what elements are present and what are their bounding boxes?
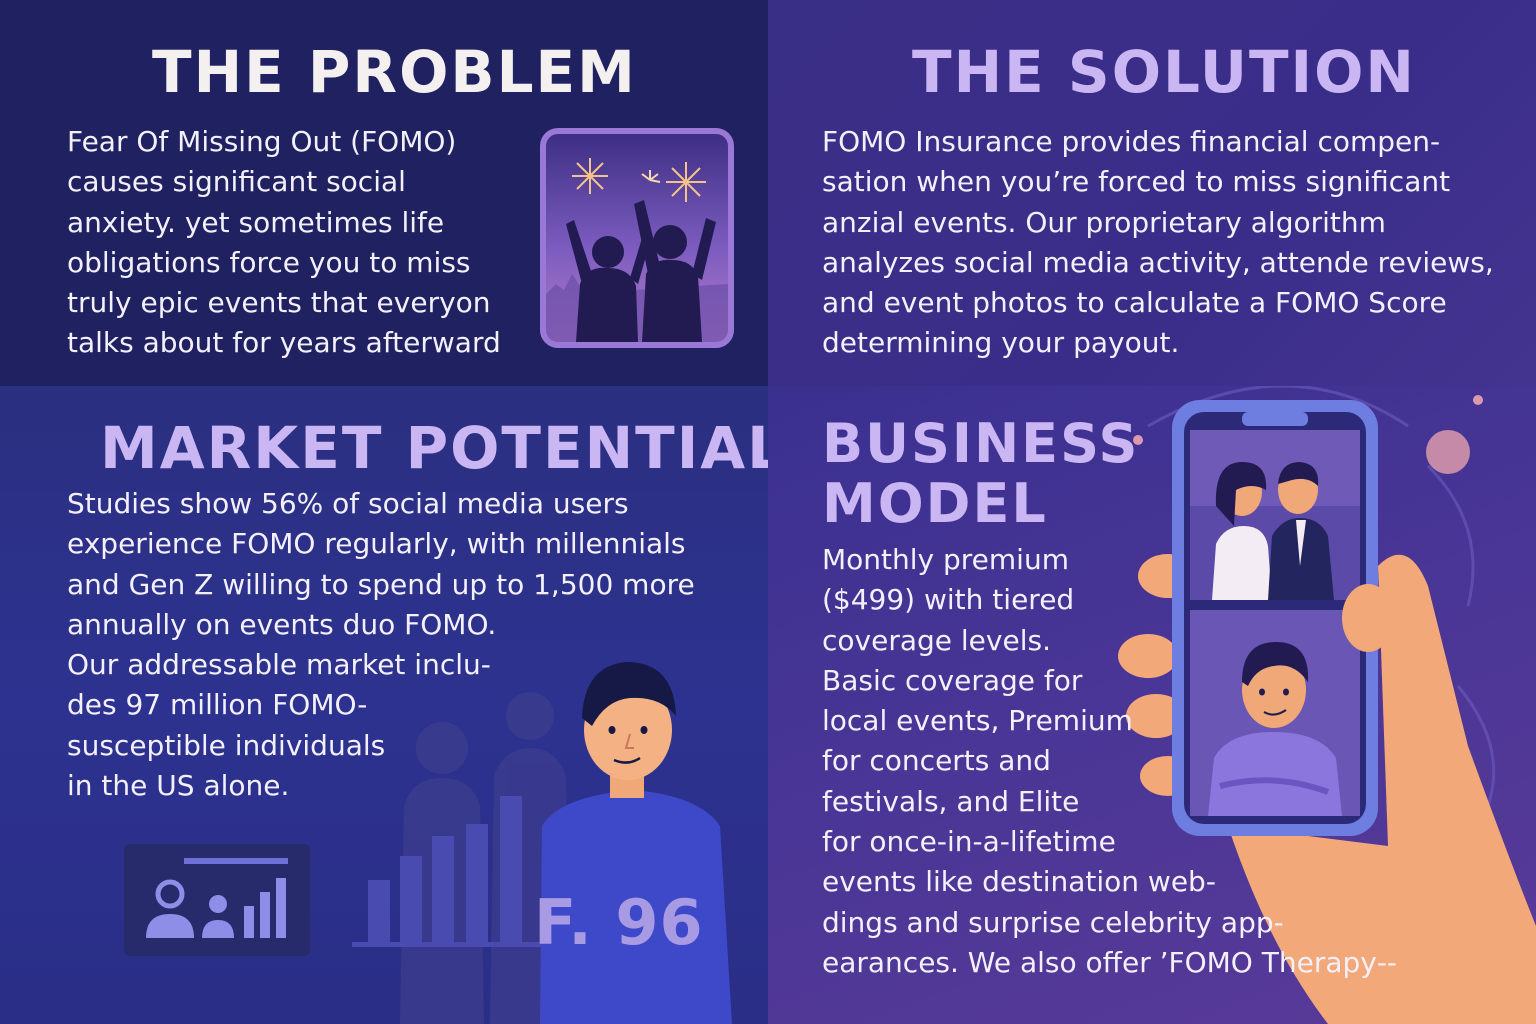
solution-line: anzial events. Our proprietary algorithm [822, 205, 1386, 239]
business-heading-line2: MODEL [822, 472, 1048, 535]
solution-line: and event photos to calculate a FOMO Sco… [822, 286, 1447, 320]
market-line: des 97 million FOMO- [67, 688, 368, 722]
problem-line: causes significant social [67, 165, 406, 199]
business-line: Monthly premium [822, 543, 1069, 576]
problem-line: truly epic events that everyon [67, 286, 491, 320]
market-line: and Gen Z willing to spend up to 1,500 m… [67, 567, 695, 601]
problem-line: anxiety. yet sometimes life [67, 205, 445, 239]
business-line: ($499) with tiered [822, 583, 1075, 617]
celebrating-people-illustration [546, 158, 728, 342]
market-section: MARKET POTENTIAL Studies show 56% of soc… [0, 386, 768, 1024]
business-line: local events, Premium [822, 704, 1133, 738]
couple-photo [1212, 462, 1334, 600]
business-heading-line1: BUSINESS [822, 412, 1140, 475]
bar-chart-icon [352, 796, 542, 947]
market-line: susceptible individuals [67, 728, 386, 762]
solution-line: FOMO Insurance provides financial compen… [822, 125, 1441, 158]
solution-text: FOMO Insurance provides financial compen… [822, 122, 1494, 364]
business-section: BUSINESS MODEL Monthly premium ($499) wi… [768, 386, 1536, 1024]
business-line: dings and surprise celebrity app- [822, 905, 1284, 939]
problem-line: Fear Of Missing Out (FOMO) [67, 125, 457, 158]
business-line: for once-in-a-lifetime [822, 825, 1116, 859]
business-line: for concerts and [822, 744, 1051, 778]
fomo-score-label: F. 96 [534, 886, 704, 959]
market-line: in the US alone. [67, 769, 290, 803]
market-text: Studies show 56% of social media users e… [67, 484, 695, 806]
person-illustration [540, 662, 732, 1024]
market-line: annually on events duo FOMO. [67, 607, 497, 641]
business-line: Basic coverage for [822, 663, 1083, 697]
problem-line: obligations force you to miss [67, 245, 471, 279]
business-line: events like destination web- [822, 865, 1216, 899]
smartphone-illustration [1172, 400, 1378, 836]
solution-section: THE SOLUTION FOMO Insurance provides fin… [768, 0, 1536, 386]
user-chart-icon [124, 844, 310, 956]
fireworks-icon [572, 158, 706, 202]
solution-heading: THE SOLUTION [912, 38, 1416, 106]
celebration-photo-frame [540, 128, 734, 348]
solution-line: analyzes social media activity, attende … [822, 245, 1494, 279]
crowd-illustration [352, 662, 732, 1024]
market-line: experience FOMO regularly, with millenni… [67, 527, 686, 561]
solution-line: determining your payout. [822, 326, 1180, 360]
solution-line: sation when you’re forced to miss signif… [822, 165, 1451, 199]
problem-heading: THE PROBLEM [152, 38, 637, 106]
market-heading: MARKET POTENTIAL [100, 414, 768, 482]
business-heading: BUSINESS MODEL [822, 414, 1139, 534]
problem-text: Fear Of Missing Out (FOMO) causes signif… [67, 122, 501, 364]
business-line: festivals, and Elite [822, 784, 1080, 818]
business-line: coverage levels. [822, 623, 1051, 657]
phone-hand-illustration [1118, 386, 1536, 1024]
business-line: earances. We also offer ’FOMO Therapy‑- [822, 945, 1398, 979]
market-line: Our addressable market inclu- [67, 648, 491, 682]
business-text: Monthly premium ($499) with tiered cover… [822, 540, 1397, 983]
thumb-illustration [1342, 584, 1394, 652]
problem-line: talks about for years afterward [67, 326, 501, 360]
market-line: Studies show 56% of social media users [67, 487, 629, 520]
man-photo [1208, 642, 1342, 816]
problem-section: THE PROBLEM Fear Of Missing Out (FOMO) c… [0, 0, 768, 386]
